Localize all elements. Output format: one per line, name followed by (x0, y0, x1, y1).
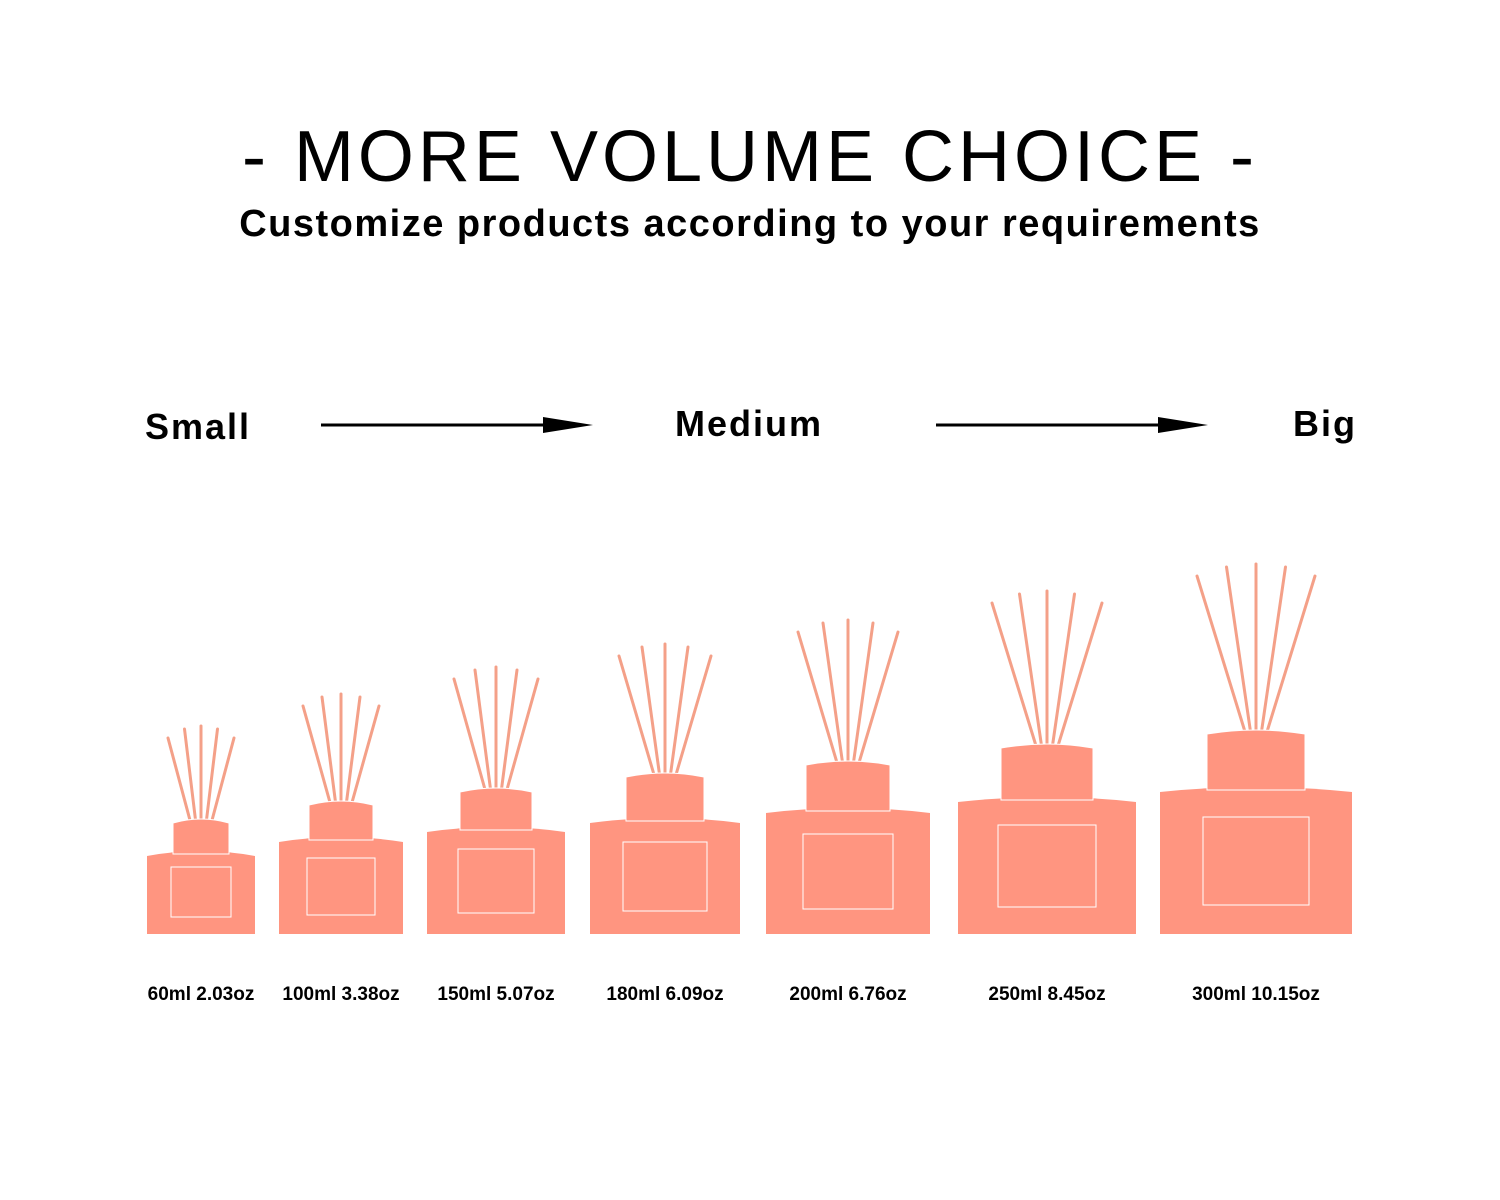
reed-stick (183, 727, 198, 826)
reed-stick (990, 601, 1039, 751)
reed-stick (209, 736, 236, 826)
bottle-body (279, 837, 403, 934)
scale-label-big: Big (1293, 403, 1357, 444)
reed-stick (1055, 601, 1104, 751)
scale-label-small: Small (145, 406, 252, 447)
volume-label: 100ml 3.38oz (282, 984, 400, 1005)
diffuser-bottle (766, 618, 930, 934)
reed-stick (1225, 565, 1253, 737)
diffuser-bottle (1160, 562, 1352, 934)
reed-stick (796, 630, 840, 768)
volume-label: 200ml 6.76oz (789, 984, 907, 1005)
reed-stick (499, 668, 519, 795)
bottle-body (958, 797, 1136, 934)
reed-stick (640, 645, 662, 780)
bottle-cap (1000, 743, 1094, 801)
volume-label: 180ml 6.09oz (606, 984, 724, 1005)
diffuser-bottle (958, 589, 1136, 934)
volume-label: 300ml 10.15oz (1192, 984, 1320, 1005)
reed-stick (1259, 565, 1287, 737)
bottle-cap (172, 818, 230, 855)
volume-label: 250ml 8.45oz (988, 984, 1106, 1005)
bottle-label-area (1202, 816, 1310, 906)
reed-stick (1018, 592, 1044, 751)
right-arrow-icon (321, 417, 593, 433)
reed-stick (856, 630, 900, 768)
reed-stick (301, 704, 333, 808)
bottle-label-area (622, 841, 708, 912)
reed-stick (1050, 592, 1076, 751)
scale-label-medium: Medium (675, 403, 824, 444)
bottle-cap (308, 800, 374, 841)
reed-stick (166, 736, 193, 826)
bottle-label-area (170, 866, 232, 918)
page-title: - MORE VOLUME CHOICE - (241, 117, 1259, 197)
bottle-body (590, 818, 740, 934)
bottle-body (427, 827, 565, 934)
bottle-label-area (802, 833, 894, 910)
reed-stick (617, 654, 657, 780)
reed-stick (821, 621, 845, 768)
reed-stick (504, 677, 540, 795)
diffuser-bottle (147, 724, 255, 934)
diffuser-bottle (279, 692, 403, 934)
reed-stick (344, 695, 362, 808)
diffuser-bottle (590, 642, 740, 934)
reed-stick (320, 695, 338, 808)
reed-stick (204, 727, 219, 826)
bottle-cap (459, 787, 533, 831)
reed-stick (673, 654, 713, 780)
bottle-cap (1206, 729, 1306, 791)
reed-stick (1195, 574, 1248, 737)
bottle-body (766, 808, 930, 934)
bottle-body (147, 851, 255, 934)
reed-stick (349, 704, 381, 808)
bottle-cap (805, 760, 891, 812)
reed-stick (473, 668, 493, 795)
reed-stick (1264, 574, 1317, 737)
reed-stick (452, 677, 488, 795)
bottle-label-area (997, 824, 1097, 908)
page-subtitle: Customize products according to your req… (239, 203, 1261, 245)
bottle-label-area (457, 848, 535, 914)
volume-label: 60ml 2.03oz (147, 984, 255, 1005)
bottle-body (1160, 787, 1352, 934)
bottle-label-area (306, 857, 376, 916)
bottle-cap (625, 772, 705, 822)
volume-label: 150ml 5.07oz (437, 984, 555, 1005)
diffuser-bottle (427, 665, 565, 934)
reed-stick (851, 621, 875, 768)
reed-stick (668, 645, 690, 780)
right-arrow-icon (936, 417, 1208, 433)
